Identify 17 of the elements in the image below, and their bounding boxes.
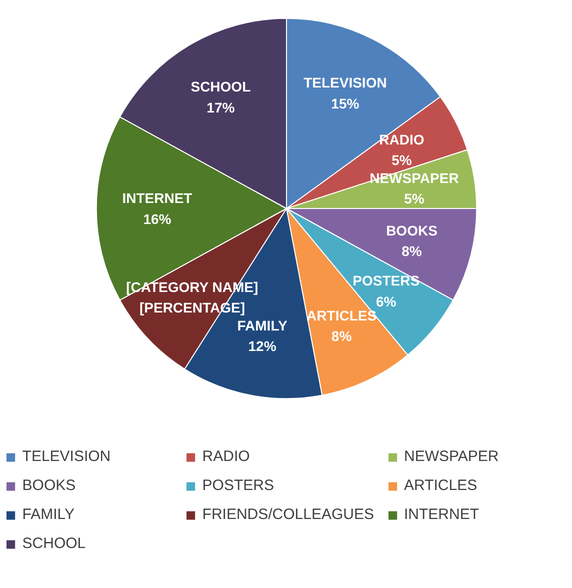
data-label: BOOKS 8% xyxy=(386,222,438,260)
legend-label: BOOKS xyxy=(22,477,77,494)
legend-label: TELEVISION xyxy=(22,448,112,465)
legend-label: FAMILY xyxy=(22,506,76,523)
legend-label: RADIO xyxy=(202,448,251,465)
legend-label: SCHOOL xyxy=(22,535,87,552)
legend-label: INTERNET xyxy=(404,506,480,523)
data-label: TELEVISION 15% xyxy=(304,74,387,112)
legend-label: NEWSPAPER xyxy=(404,448,500,465)
data-label: FAMILY 12% xyxy=(237,317,288,354)
data-label: RADIO 5% xyxy=(379,131,424,168)
legend-label: FRIENDS/COLLEAGUES xyxy=(202,506,374,523)
data-label: POSTERS 6% xyxy=(352,272,420,310)
legend-label: ARTICLES xyxy=(404,477,478,494)
data-label: INTERNET 16% xyxy=(122,190,193,227)
data-label: SCHOOL 17% xyxy=(190,78,252,116)
legend-label: POSTERS xyxy=(202,477,275,494)
